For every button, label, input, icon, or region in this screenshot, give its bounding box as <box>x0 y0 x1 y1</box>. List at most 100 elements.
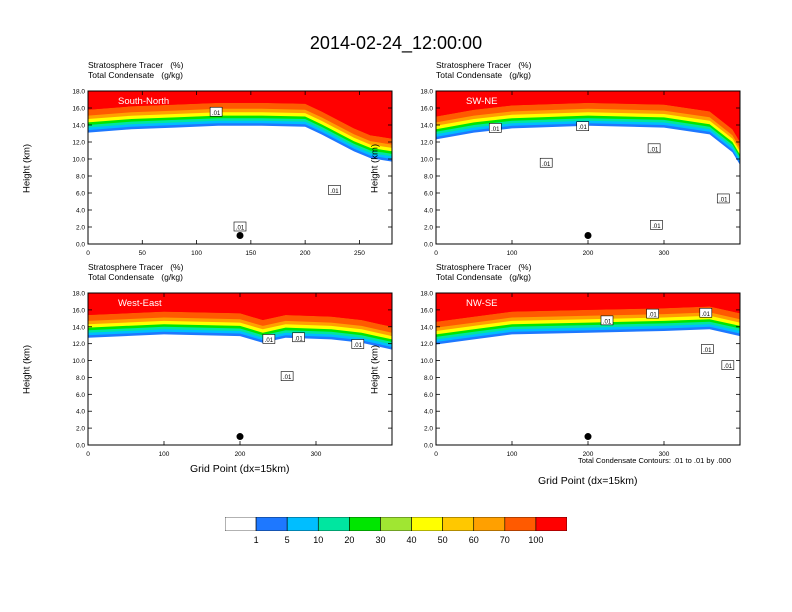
x-tick-label: 200 <box>235 451 246 458</box>
colorbar-label: 1 <box>253 535 259 545</box>
colorbar-label: 30 <box>375 535 386 545</box>
contour-label-box <box>699 307 713 318</box>
panel-title-condensate: Total Condensate (g/kg) <box>88 272 183 282</box>
x-axis-label: Grid Point (dx=15km) <box>190 463 290 475</box>
panel-title-tracer: Stratosphere Tracer (%) <box>436 60 532 70</box>
y-tick-label: 0.0 <box>424 242 433 249</box>
y-axis-label: Height (km) <box>369 143 381 194</box>
contour-label: .01 <box>283 375 292 381</box>
y-tick-label: 18.0 <box>72 89 85 96</box>
contour-label-box <box>539 157 553 168</box>
panel-nw-se: Stratosphere Tracer (%) Total Condensate… <box>380 262 760 472</box>
contour-label: .01 <box>652 224 661 230</box>
contour-label-box <box>716 193 730 204</box>
x-tick-label: 250 <box>354 250 365 257</box>
y-tick-label: 18.0 <box>420 89 433 96</box>
panel-sw-ne: Stratosphere Tracer (%) Total Condensate… <box>380 60 760 270</box>
plot-group-2: .01 .01 .01 .01 West-East 0.0 2.0 4.0 6.0 8.0 10.0… <box>72 291 393 458</box>
tracer-core <box>88 293 392 327</box>
panel-title-tracer: Stratosphere Tracer (%) <box>88 60 184 70</box>
plot-group-0: .01 .01 .01 South-North 0.0 2.0 4.0 6.0 8.0 10.0 1… <box>72 89 393 257</box>
colorbar-swatch <box>349 517 381 531</box>
colorbar-label: 70 <box>499 535 510 545</box>
x-tick-label: 200 <box>583 451 594 458</box>
location-marker <box>584 433 592 441</box>
contour-label: .01 <box>491 127 500 133</box>
y-tick-label: 2.0 <box>424 426 433 433</box>
colorbar-label: 20 <box>344 535 355 545</box>
contour-label: .01 <box>650 147 659 153</box>
y-tick-label: 16.0 <box>72 307 85 314</box>
colorbar-label: 40 <box>406 535 417 545</box>
y-tick-label: 8.0 <box>424 375 433 382</box>
y-tick-label: 8.0 <box>424 174 433 181</box>
y-tick-label: 18.0 <box>72 291 85 298</box>
colorbar-swatch <box>411 517 443 531</box>
y-tick-label: 4.0 <box>424 409 433 416</box>
contour-label: .01 <box>354 343 363 349</box>
contour-label: .01 <box>724 364 733 370</box>
y-tick-label: 10.0 <box>420 358 433 365</box>
colorbar-swatch <box>286 517 319 531</box>
panel-label: South-North <box>118 96 169 107</box>
x-tick-label: 200 <box>583 250 594 257</box>
contour-label-box <box>233 221 247 232</box>
y-tick-label: 16.0 <box>72 106 85 113</box>
panel-title-condensate: Total Condensate (g/kg) <box>436 272 531 282</box>
contour-label: .01 <box>648 313 657 319</box>
x-tick-label: 0 <box>434 451 438 458</box>
panel-south-north: Stratosphere Tracer (%) Total Condensate… <box>32 60 412 270</box>
y-tick-label: 10.0 <box>420 157 433 164</box>
contour-label-box <box>600 315 614 326</box>
location-marker <box>236 433 244 441</box>
y-tick-label: 14.0 <box>420 324 433 331</box>
x-tick-label: 100 <box>159 451 170 458</box>
x-tick-label: 150 <box>245 250 256 257</box>
y-tick-label: 2.0 <box>76 426 85 433</box>
panel-label: NW-SE <box>466 298 498 309</box>
panel-title-tracer: Stratosphere Tracer (%) <box>88 262 184 272</box>
contour-label: .01 <box>579 125 588 131</box>
tracer-core <box>436 293 740 322</box>
plot-group-3: .01 .01 .01 .01 .01 NW-SE 0.0 2.0 4.0 6.0 8.0 10.0 1… <box>420 291 741 458</box>
y-tick-label: 6.0 <box>424 191 433 198</box>
contour-note: Total Condensate Contours: .01 to .01 by… <box>578 456 732 465</box>
y-axis-label: Height (km) <box>21 143 33 194</box>
y-tick-label: 12.0 <box>420 140 433 147</box>
panel-title-condensate: Total Condensate (g/kg) <box>436 70 531 80</box>
contour-label-box <box>280 371 294 381</box>
y-tick-label: 4.0 <box>424 208 433 215</box>
panel-title-tracer: Stratosphere Tracer (%) <box>436 262 532 272</box>
contour-label-box <box>647 143 661 154</box>
colorbar-swatch <box>535 517 567 531</box>
y-tick-label: 12.0 <box>420 341 433 348</box>
y-axis-label: Height (km) <box>369 344 381 395</box>
y-tick-label: 4.0 <box>76 208 85 215</box>
contour-label-box <box>328 185 341 195</box>
panel-label: West-East <box>118 298 162 309</box>
panel-title-condensate: Total Condensate (g/kg) <box>88 70 183 80</box>
colorbar-swatch <box>317 517 350 531</box>
contour-label-box <box>209 106 223 117</box>
contour-label: .01 <box>236 226 245 232</box>
x-tick-label: 300 <box>659 451 670 458</box>
y-tick-label: 10.0 <box>72 157 85 164</box>
contour-label: .01 <box>212 111 221 117</box>
contour-label: .01 <box>330 189 339 195</box>
y-tick-label: 14.0 <box>72 123 85 130</box>
contour-label: .01 <box>702 312 711 318</box>
tracer-core <box>88 91 392 139</box>
y-tick-label: 14.0 <box>420 123 433 130</box>
y-tick-label: 6.0 <box>76 191 85 198</box>
y-tick-label: 0.0 <box>76 242 85 249</box>
colorbar-label: 10 <box>313 535 324 545</box>
y-tick-label: 10.0 <box>72 358 85 365</box>
colorbar-swatch <box>473 517 506 531</box>
contour-label-box <box>646 308 659 319</box>
y-tick-label: 4.0 <box>76 409 85 416</box>
x-axis-label: Grid Point (dx=15km) <box>538 475 638 487</box>
contour-label: .01 <box>294 336 303 342</box>
y-tick-label: 6.0 <box>424 392 433 399</box>
colorbar-label: 100 <box>528 535 544 545</box>
